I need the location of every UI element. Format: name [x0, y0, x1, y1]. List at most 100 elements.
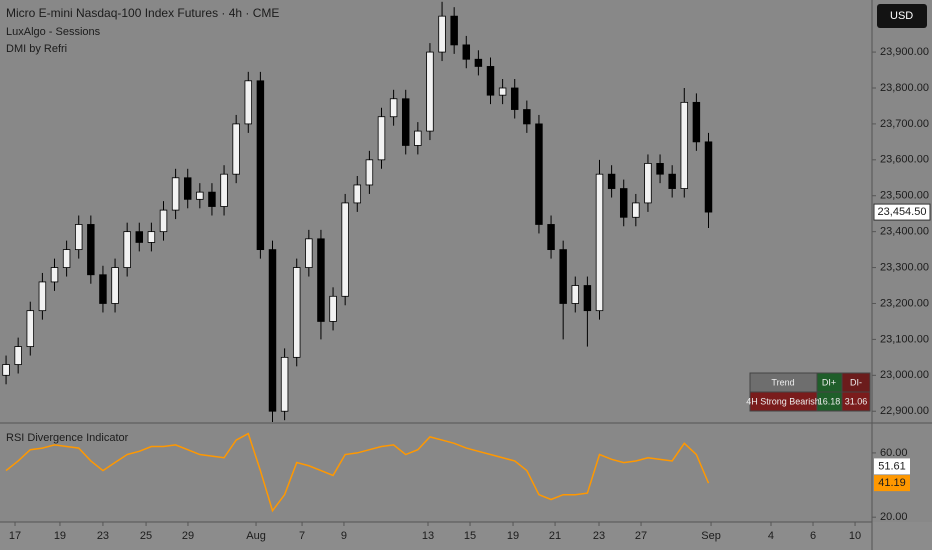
- table-cell-text: 31.06: [845, 396, 868, 406]
- candle-body: [341, 202, 349, 297]
- x-tick-label: 6: [810, 530, 816, 542]
- candle-body: [26, 310, 35, 347]
- candle-body: [353, 184, 362, 204]
- table-cell-text: 4H Strong Bearish: [746, 396, 820, 406]
- candle-body: [292, 267, 301, 358]
- candle-body: [523, 109, 531, 125]
- table-cell: [841, 391, 871, 412]
- indicator-name: DMI by Refri: [6, 43, 67, 55]
- candle-body: [450, 15, 458, 46]
- x-tick-label: 19: [54, 530, 66, 542]
- candle-body: [462, 44, 471, 60]
- candle-body: [547, 224, 555, 251]
- rsi-title: RSI Divergence Indicator: [6, 432, 129, 444]
- price-label-box: [874, 458, 910, 475]
- table-header: DI+: [822, 377, 836, 387]
- y-tick-label: 23,400.00: [880, 226, 929, 238]
- dmi-table: Trend DI+ DI- 4H Strong Bearish 16.18 31…: [746, 372, 871, 412]
- candle-body: [365, 159, 374, 186]
- candle-body: [87, 224, 95, 276]
- candle-body: [147, 231, 156, 243]
- candle-body: [256, 80, 265, 251]
- currency[interactable]: USD: [890, 10, 913, 22]
- candle-body: [414, 130, 422, 146]
- candle-body: [305, 238, 313, 268]
- y-tick-label: 20.00: [880, 511, 908, 523]
- y-tick-label: 23,300.00: [880, 261, 929, 273]
- candle-body: [135, 231, 144, 243]
- current-price-box: [873, 203, 931, 221]
- candle-body: [401, 98, 410, 146]
- x-tick-label: 17: [9, 530, 21, 542]
- candle-body: [232, 123, 240, 175]
- candle-body: [510, 87, 519, 110]
- current-price-label: 23,454.50: [878, 206, 927, 218]
- x-tick-label: 13: [422, 530, 434, 542]
- y-tick-label: 60.00: [880, 447, 908, 459]
- candle-body: [607, 173, 616, 189]
- y-tick-label: 23,100.00: [880, 333, 929, 345]
- candle-body: [329, 295, 337, 322]
- candle-body: [426, 51, 434, 132]
- x-tick-label: 9: [341, 530, 347, 542]
- table-cell-text: 16.18: [818, 396, 841, 406]
- x-tick-label: Aug: [246, 530, 266, 542]
- rsi-line: [5, 432, 710, 513]
- candle-body: [280, 356, 289, 412]
- time-axis: [0, 522, 932, 550]
- candle-body: [183, 177, 192, 200]
- x-tick-label: 10: [849, 530, 861, 542]
- candle-body: [692, 101, 701, 143]
- x-tick-label: 7: [299, 530, 305, 542]
- candle-body: [656, 163, 664, 175]
- indicator-name: LuxAlgo - Sessions: [6, 26, 101, 38]
- y-tick-label: 23,700.00: [880, 118, 929, 130]
- y-tick-label: 23,900.00: [880, 46, 929, 58]
- candle-body: [595, 173, 604, 312]
- y-tick-label: 23,200.00: [880, 297, 929, 309]
- currency-button[interactable]: [877, 4, 927, 28]
- candle-body: [619, 188, 628, 218]
- x-tick-label: 4: [768, 530, 774, 542]
- candle-body: [111, 267, 119, 304]
- y-tick-label: 23,500.00: [880, 190, 929, 202]
- candle-body: [389, 98, 398, 118]
- candle-body: [159, 209, 168, 233]
- table-header: DI-: [850, 377, 862, 387]
- candle-body: [196, 191, 204, 200]
- x-tick-label: 25: [140, 530, 152, 542]
- candle-body: [62, 249, 71, 268]
- candle-body: [438, 15, 446, 53]
- candle-body: [498, 87, 507, 96]
- candle-body: [571, 285, 580, 304]
- price-label: 41.19: [878, 477, 906, 489]
- price-label: 51.61: [878, 460, 906, 472]
- x-tick-label: 23: [97, 530, 109, 542]
- price-label-box: [874, 475, 910, 492]
- y-tick-label: 23,600.00: [880, 154, 929, 166]
- candle-body: [583, 285, 592, 312]
- candle-body: [377, 116, 386, 161]
- y-tick-label: 23,000.00: [880, 369, 929, 381]
- candle-body: [680, 101, 689, 189]
- candle-body: [99, 274, 107, 304]
- y-tick-label: 23,800.00: [880, 82, 929, 94]
- candle-body: [317, 238, 325, 322]
- candle-body: [220, 173, 228, 207]
- symbol-title: Micro E-mini Nasdaq-100 Index Futures · …: [6, 6, 279, 20]
- table-header: Trend: [771, 377, 794, 387]
- candle-body: [704, 141, 713, 213]
- x-tick-label: 23: [593, 530, 605, 542]
- x-tick-label: 19: [507, 530, 519, 542]
- candle-body: [208, 191, 216, 207]
- candle-body: [244, 80, 253, 125]
- candle-body: [644, 163, 652, 204]
- candle-body: [632, 202, 640, 218]
- candle-body: [38, 281, 47, 312]
- candle-body: [268, 249, 277, 412]
- x-tick-label: 21: [549, 530, 561, 542]
- candle-body: [74, 224, 83, 251]
- candle-body: [559, 249, 567, 304]
- candle-body: [50, 267, 59, 283]
